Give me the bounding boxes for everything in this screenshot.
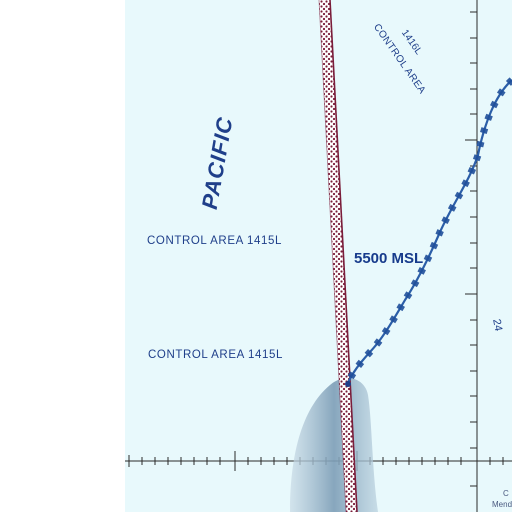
boundary-junction [345, 381, 351, 387]
control-area-label-upper: CONTROL AREA 1415L [147, 235, 283, 247]
corner-text-upper: C [503, 489, 509, 498]
control-area-label-lower: CONTROL AREA 1415L [148, 349, 284, 361]
airspace-band-edge [318, 0, 347, 512]
map-margin [0, 0, 125, 512]
airspace-band-edge [329, 0, 358, 512]
control-area-boundary [343, 77, 512, 387]
corner-text-lower: Mend [492, 500, 512, 509]
altitude-label: 5500 MSL [354, 250, 424, 267]
edge-number-label: 24 [490, 318, 505, 333]
latitude-scale [465, 0, 478, 512]
